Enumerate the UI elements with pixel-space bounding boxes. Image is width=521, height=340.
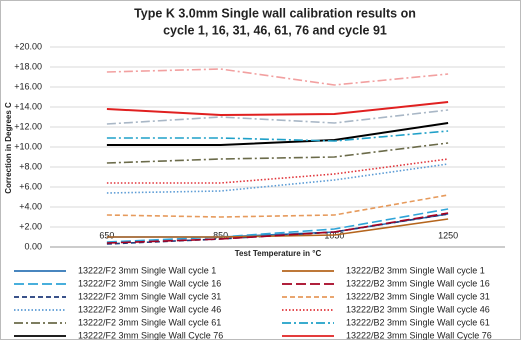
legend-label: 13222/F2 3mm Single Wall cycle 1 [78, 265, 216, 275]
y-tick-label: +20.00 [14, 41, 42, 51]
series-line [106, 109, 449, 125]
chart-title: cycle 1, 16, 31, 46, 61, 76 and cycle 91 [163, 23, 387, 37]
legend-label: 13222/B2 3mm Single Wall Cycle 76 [346, 330, 492, 340]
legend-label: 13222/B2 3mm Single Wall cycle 46 [346, 304, 490, 314]
x-tick-label: 850 [213, 230, 228, 240]
y-tick-label: +4.00 [19, 201, 42, 211]
legend-label: 13222/F2 3mm Single Wall cycle 61 [78, 317, 221, 327]
legend-label: 13222/F2 3mm Single Wall cycle 31 [78, 291, 221, 301]
y-axis-title: Correction in Degrees C [4, 102, 13, 194]
y-tick-label: +10.00 [14, 141, 42, 151]
legend-label: 13222/B2 3mm Single Wall cycle 1 [346, 265, 485, 275]
y-tick-label: +14.00 [14, 101, 42, 111]
series-line [106, 158, 449, 184]
series-line [106, 208, 449, 243]
y-tick-label: +6.00 [19, 181, 42, 191]
series-line [106, 130, 449, 142]
legend-label: 13222/B2 3mm Single Wall cycle 31 [346, 291, 490, 301]
x-tick-label: 650 [99, 230, 114, 240]
series-line [106, 68, 449, 86]
legend-label: 13222/F2 3mm Single Wall Cycle 76 [78, 330, 223, 340]
series-line [106, 101, 449, 117]
legend-label: 13222/F2 3mm Single Wall cycle 16 [78, 278, 221, 288]
series-line [106, 212, 449, 244]
y-tick-label: 0.00 [24, 241, 42, 251]
legend-label: 13222/F2 3mm Single Wall cycle 46 [78, 304, 221, 314]
y-tick-label: +16.00 [14, 81, 42, 91]
legend-label: 13222/B2 3mm Single Wall cycle 16 [346, 278, 490, 288]
x-tick-label: 1250 [438, 230, 458, 240]
series-line [106, 163, 449, 194]
x-axis-title: Test Temperature in °C [235, 249, 322, 258]
legend-label: 13222/B2 3mm Single Wall cycle 61 [346, 317, 490, 327]
y-tick-label: +2.00 [19, 221, 42, 231]
series-line [106, 194, 449, 218]
y-tick-label: +18.00 [14, 61, 42, 71]
y-tick-label: +12.00 [14, 121, 42, 131]
chart-title: Type K 3.0mm Single wall calibration res… [134, 6, 416, 20]
series-line [106, 142, 449, 164]
y-tick-label: +8.00 [19, 161, 42, 171]
series-line [106, 122, 449, 146]
